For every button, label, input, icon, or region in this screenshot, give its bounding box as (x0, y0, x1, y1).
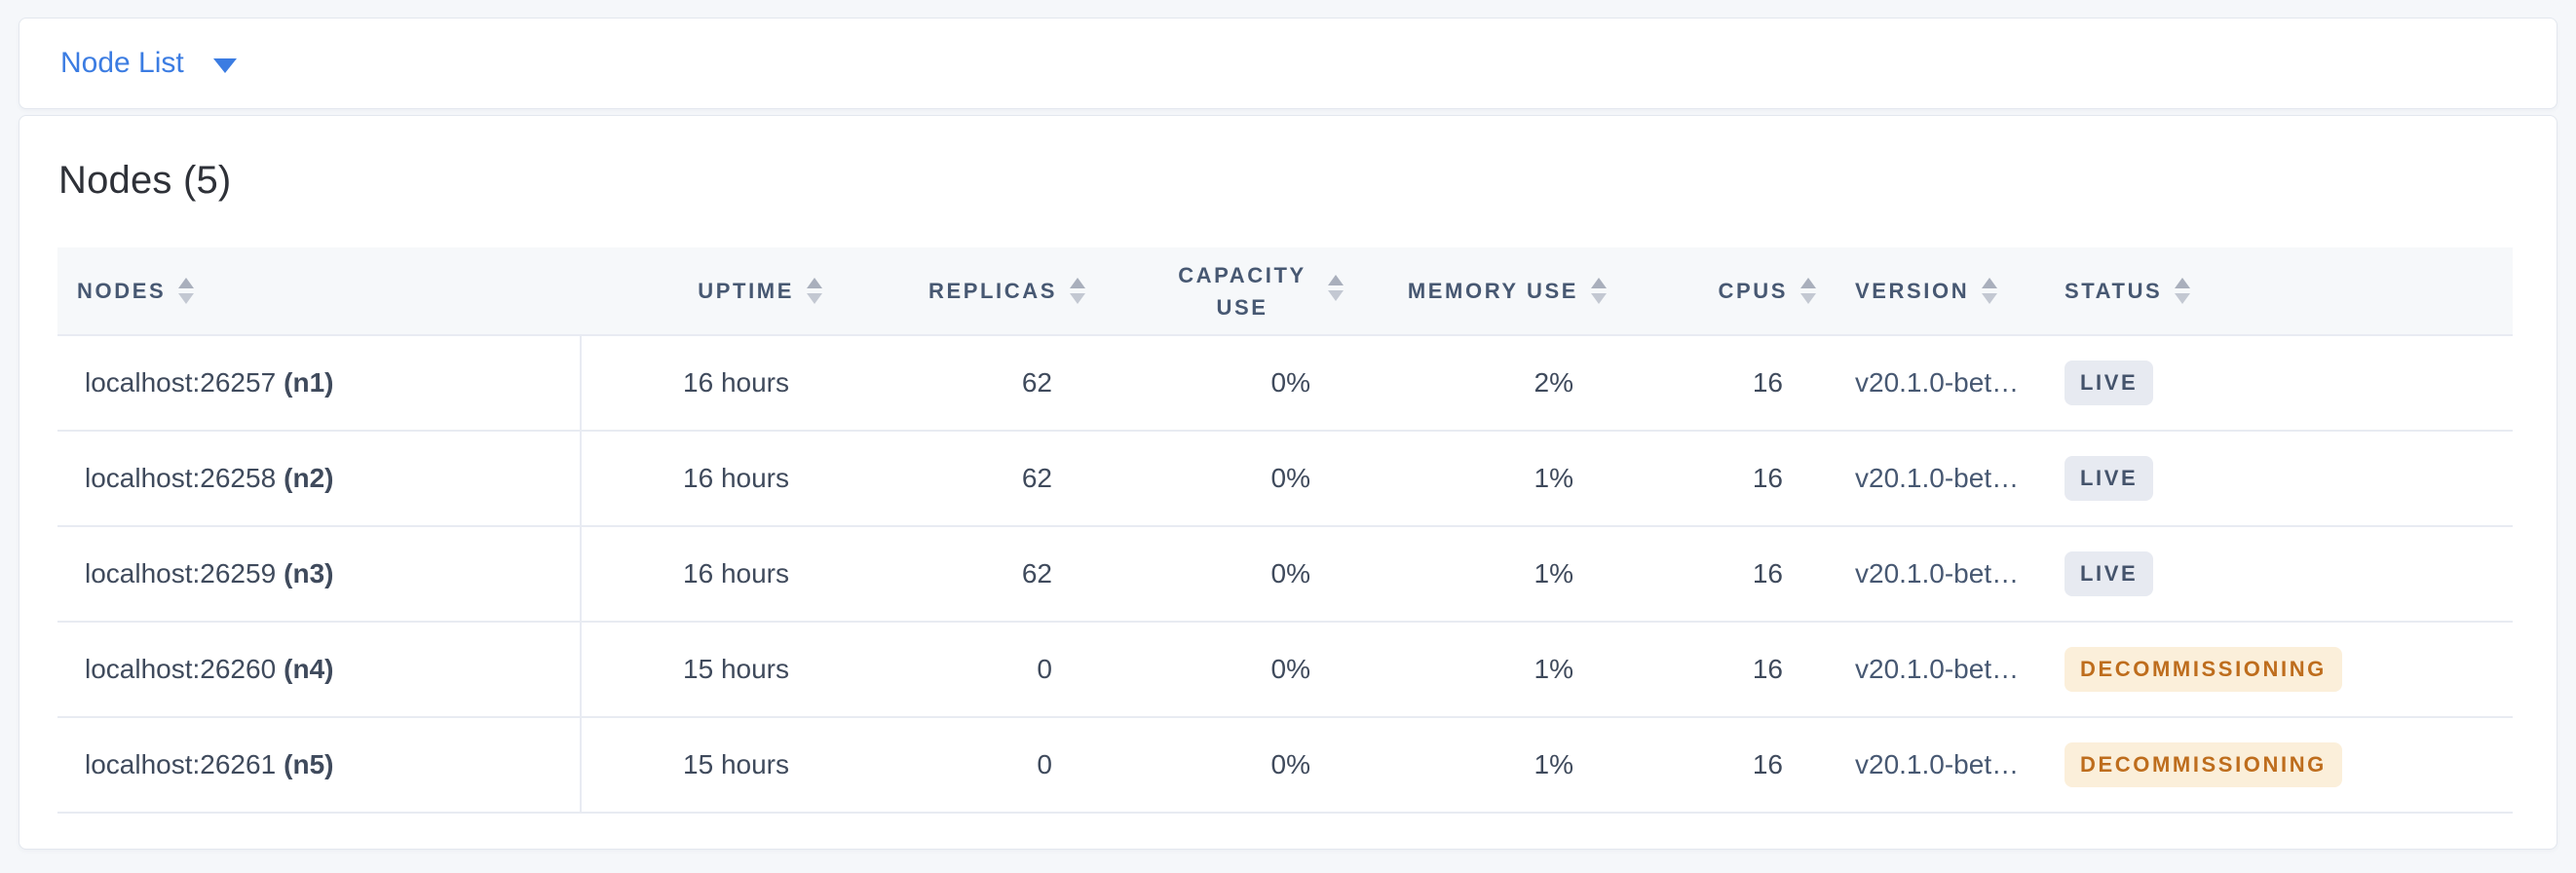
node-list-dropdown[interactable]: Node List (60, 47, 237, 80)
node-id: (n2) (284, 463, 334, 493)
replicas-cell: 0 (1037, 749, 1052, 779)
sort-icon (1982, 278, 1998, 304)
node-id: (n5) (284, 749, 334, 779)
replicas-cell: 62 (1021, 367, 1052, 398)
table-header-row: NODES UPTIME REPLICAS CAPACITY USE MEMOR… (57, 247, 2513, 336)
node-id: (n3) (284, 558, 334, 588)
memory-use-cell: 1% (1534, 749, 1573, 779)
table-body: localhost:26257 (n1) 16 hours 62 0% 2% 16… (57, 336, 2513, 814)
memory-use-cell: 2% (1534, 367, 1573, 398)
column-header-version[interactable]: VERSION (1816, 278, 2045, 304)
node-address-cell: localhost:26257 (n1) (57, 336, 582, 430)
nodes-panel: Nodes (5) NODES UPTIME REPLICAS CAPACITY… (19, 115, 2557, 850)
sort-icon (1070, 278, 1085, 304)
replicas-cell: 62 (1021, 558, 1052, 588)
column-header-uptime[interactable]: UPTIME (582, 278, 822, 304)
capacity-use-cell: 0% (1270, 367, 1310, 398)
panel-title: Nodes (5) (58, 159, 232, 202)
column-header-capacity-use[interactable]: CAPACITY USE (1085, 259, 1344, 323)
node-address-cell: localhost:26259 (n3) (57, 527, 582, 621)
uptime-cell: 16 hours (683, 558, 789, 588)
status-cell: LIVE (2045, 456, 2513, 501)
node-list-dropdown-label: Node List (60, 47, 184, 79)
column-header-replicas[interactable]: REPLICAS (822, 278, 1085, 304)
page: Node List Nodes (5) NODES UPTIME REPLICA… (19, 18, 2557, 850)
sort-icon (1800, 278, 1816, 304)
nodes-table: NODES UPTIME REPLICAS CAPACITY USE MEMOR… (57, 247, 2513, 814)
status-cell: LIVE (2045, 361, 2513, 405)
sort-icon (807, 278, 822, 304)
capacity-use-cell: 0% (1270, 558, 1310, 588)
status-badge: LIVE (2065, 361, 2154, 405)
status-badge: LIVE (2065, 456, 2154, 501)
column-header-status[interactable]: STATUS (2045, 278, 2513, 304)
memory-use-cell: 1% (1534, 463, 1573, 493)
version-cell: v20.1.0-bet… (1855, 749, 2020, 779)
table-row: localhost:26258 (n2) 16 hours 62 0% 1% 16… (57, 432, 2513, 527)
view-selector-bar: Node List (19, 18, 2557, 109)
status-badge: DECOMMISSIONING (2065, 647, 2342, 692)
status-cell: LIVE (2045, 551, 2513, 596)
sort-icon (178, 278, 195, 304)
node-address-cell: localhost:26258 (n2) (57, 432, 582, 525)
version-cell: v20.1.0-bet… (1855, 367, 2020, 398)
capacity-use-cell: 0% (1270, 463, 1310, 493)
node-address-cell: localhost:26261 (n5) (57, 718, 582, 812)
replicas-cell: 0 (1037, 654, 1052, 684)
memory-use-cell: 1% (1534, 654, 1573, 684)
uptime-cell: 15 hours (683, 749, 789, 779)
cpus-cell: 16 (1752, 463, 1783, 493)
status-cell: DECOMMISSIONING (2045, 647, 2513, 692)
status-badge: LIVE (2065, 551, 2154, 596)
status-cell: DECOMMISSIONING (2045, 742, 2513, 787)
memory-use-cell: 1% (1534, 558, 1573, 588)
version-cell: v20.1.0-bet… (1855, 558, 2020, 588)
table-row: localhost:26260 (n4) 15 hours 0 0% 1% 16 … (57, 623, 2513, 718)
uptime-cell: 15 hours (683, 654, 789, 684)
cpus-cell: 16 (1752, 654, 1783, 684)
capacity-use-cell: 0% (1270, 749, 1310, 779)
cpus-cell: 16 (1752, 749, 1783, 779)
node-address-cell: localhost:26260 (n4) (57, 623, 582, 716)
column-header-memory-use[interactable]: MEMORY USE (1344, 278, 1607, 304)
sort-icon (2175, 278, 2191, 304)
uptime-cell: 16 hours (683, 463, 789, 493)
sort-icon (1591, 278, 1607, 304)
cpus-cell: 16 (1752, 367, 1783, 398)
column-header-nodes[interactable]: NODES (57, 278, 582, 304)
table-row: localhost:26257 (n1) 16 hours 62 0% 2% 16… (57, 336, 2513, 432)
uptime-cell: 16 hours (683, 367, 789, 398)
table-row: localhost:26261 (n5) 15 hours 0 0% 1% 16 … (57, 718, 2513, 814)
sort-icon (1328, 274, 1344, 301)
node-id: (n1) (284, 367, 334, 398)
column-header-cpus[interactable]: CPUS (1607, 278, 1816, 304)
chevron-down-icon (212, 57, 237, 73)
node-id: (n4) (284, 654, 334, 684)
cpus-cell: 16 (1752, 558, 1783, 588)
status-badge: DECOMMISSIONING (2065, 742, 2342, 787)
table-row: localhost:26259 (n3) 16 hours 62 0% 1% 16… (57, 527, 2513, 623)
capacity-use-cell: 0% (1270, 654, 1310, 684)
version-cell: v20.1.0-bet… (1855, 654, 2020, 684)
replicas-cell: 62 (1021, 463, 1052, 493)
version-cell: v20.1.0-bet… (1855, 463, 2020, 493)
